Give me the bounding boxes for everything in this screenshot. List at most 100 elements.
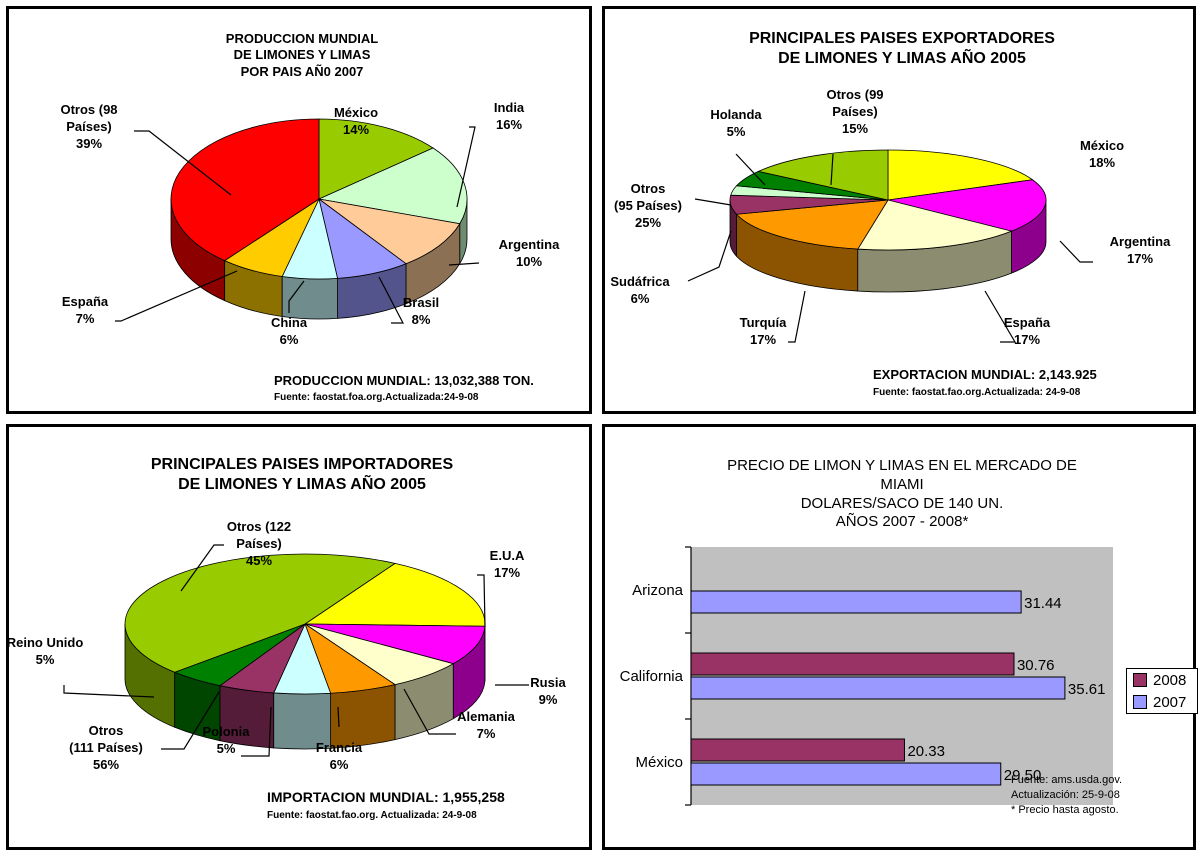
import-chart-panel: PRINCIPALES PAISES IMPORTADORES DE LIMONE… [6,424,592,850]
import-label-otros-122-paises: Otros (122 Países) 45% [227,519,291,568]
import-leader-alemania [403,688,456,735]
title-line-4: AÑOS 2007 - 2008* [835,513,969,531]
price-data-label-california-2007: 35.61 [1068,681,1106,698]
price-bar-california-2007 [690,676,1066,700]
production-leader-espana [115,270,238,322]
import-label-rusia: Rusia 9% [530,675,566,707]
export-label-argentina: Argentina 17% [1110,234,1171,266]
legend-item-2007: 2007 [1127,691,1197,713]
production-label-india: India 16% [494,100,525,132]
export-leader-argentina [1059,240,1093,263]
export-chart-panel: PRINCIPALES PAISES EXPORTADORES DE LIMONE… [602,6,1196,414]
export-total-note: EXPORTACION MUNDIAL: 2,143.925 [873,367,1097,382]
production-label-otros-98-paises: Otros (98 Países) 39% [60,102,117,151]
production-slice-mexico [318,118,434,200]
import-wall-francia [330,684,396,749]
export-label-espana: España 17% [1004,315,1051,347]
price-tick-label-arizona: Arizona [632,582,684,599]
price-tick-label-mexico: México [635,754,683,771]
export-slice-turquia [735,199,889,250]
import-chart-title: PRINCIPALES PAISES IMPORTADORES DE LIMONE… [9,455,595,495]
production-label-argentina: Argentina 10% [499,237,560,269]
price-bar-mexico-2008 [690,738,905,762]
export-slice-espana [857,199,1013,251]
production-slice-otros-98-paises [170,118,320,262]
export-label-otros-99-paises: Otros (99 Países) 15% [826,87,883,136]
import-label-polonia: Polonia 5% [203,724,251,756]
price-source-note: Fuente: ams.usda.gov. Actualización: 25-… [1011,773,1122,818]
price-chart-legend: 2008 2007 [1126,668,1198,714]
price-data-label-mexico-2008: 20.33 [907,743,945,760]
import-pie-chart: E.U.A 17% Rusia 9% Alemania 7% Francia 6% Poloni… [9,519,566,772]
export-slice-argentina [887,179,1047,232]
import-label-otros-111-paises: Otros (111 Países) 56% [69,723,143,772]
price-bar-mexico-2007 [690,762,1002,786]
price-bar-california-2008 [690,652,1015,676]
import-leader-e-u-a [477,574,486,628]
production-slice-argentina [318,198,461,265]
title-line-1: PRINCIPALES PAISES IMPORTADORES [150,456,454,473]
production-total-note: PRODUCCION MUNDIAL: 13,032,388 TON. [274,373,534,388]
import-leader-francia [337,706,340,728]
price-update-line: Actualización: 25-9-08 [1011,788,1120,801]
export-leader-espana [984,290,1017,343]
production-leader-china [288,280,305,313]
title-line-1: PRECIO DE LIMON Y LIMAS EN EL MERCADO DE [727,457,1077,474]
legend-swatch-2008 [1133,673,1147,687]
import-total-note: IMPORTACION MUNDIAL: 1,955,258 [267,789,505,805]
export-leader-turquia [788,290,806,343]
price-chart-panel: PRECIO DE LIMON Y LIMAS EN EL MERCADO DE… [602,424,1199,850]
title-line-1: PRINCIPALES PAISES EXPORTADORES [749,30,1055,47]
legend-label-2007: 2007 [1153,693,1187,711]
export-label-holanda: Holanda 5% [710,107,762,139]
production-label-brasil: Brasil 8% [403,295,439,327]
export-source-note: Fuente: faostat.fao.org.Actualizada: 24-… [873,387,1081,398]
import-leader-reino-unido [63,685,155,698]
import-label-francia: Francia 6% [316,740,363,772]
export-leader-otros-99-paises [830,153,834,186]
price-tick-label-california: California [620,668,684,685]
production-leader-india [456,126,476,208]
production-leader-otros-98-paises [134,130,232,196]
production-label-espana: España 7% [62,294,109,326]
export-label-otros-95-paises: Otros (95 Países) 25% [614,181,682,230]
export-slice-otros-99-paises [757,149,889,201]
title-line-2: DE LIMONES Y LIMAS AÑO 2005 [778,50,1026,67]
price-plot-area [691,547,1113,805]
title-line-3: DOLARES/SACO DE 140 UN. [800,494,1004,512]
title-line-2: DE LIMONES Y LIMAS AÑO 2005 [178,476,426,493]
price-footnote-line: * Precio hasta agosto. [1011,803,1119,816]
export-label-mexico: México 18% [1080,138,1124,170]
legend-label-2008: 2008 [1153,671,1187,689]
production-source-note: Fuente: faostat.foa.org.Actualizada:24-9… [274,392,479,403]
import-leader-otros-111-paises [161,691,220,750]
price-source-line: Fuente: ams.usda.gov. [1011,774,1123,786]
price-data-label-california-2008: 30.76 [1017,657,1055,674]
import-label-reino-unido: Reino Unido 5% [9,635,83,667]
import-slice-otros-122-paises [124,553,396,673]
price-chart-title: PRECIO DE LIMON Y LIMAS EN EL MERCADO DE… [605,457,1199,532]
title-line-2: MIAMI [880,475,924,493]
legend-swatch-2007 [1133,695,1147,709]
production-slice-india [317,147,468,225]
import-label-e-u-a: E.U.A 17% [490,548,525,580]
production-label-mexico: México 14% [334,105,378,137]
title-line-3: POR PAIS AÑ0 2007 [240,63,364,79]
title-line-1: PRODUCCION MUNDIAL [225,31,379,46]
import-label-alemania: Alemania 7% [457,709,516,741]
export-chart-title: PRINCIPALES PAISES EXPORTADORES DE LIMONE… [605,29,1199,69]
export-leader-sudafrica [687,230,732,282]
price-data-label-arizona-2007: 31.44 [1024,595,1062,612]
title-line-2: DE LIMONES Y LIMAS [233,47,371,63]
price-data-label-mexico-2007: 29.50 [1004,767,1042,784]
import-slice-rusia [304,623,486,665]
export-label-sudafrica: Sudáfrica 6% [610,274,670,306]
production-leader-brasil [378,276,404,324]
export-label-turquia: Turquía 17% [740,315,787,347]
production-leader-argentina [448,262,480,266]
export-pie-chart: México 18% Argentina 17% España 17% Turquía 17%… [610,87,1171,347]
export-slice-mexico [887,149,1034,201]
legend-item-2008: 2008 [1127,669,1197,691]
production-pie-chart: México 14% India 16% Argentina 10% Brasil 8% Chi… [60,100,560,347]
production-chart-panel: PRODUCCION MUNDIAL DE LIMONES Y LIMAS POR … [6,6,592,414]
